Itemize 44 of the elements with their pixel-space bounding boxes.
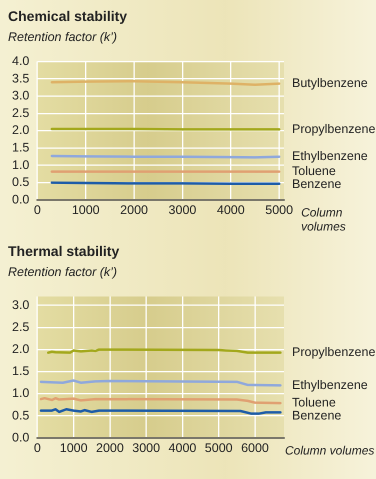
y-tick-label: 1.0 [12, 158, 30, 172]
y-tick-label: 1.0 [12, 386, 30, 400]
series-label: Butylbenzene [292, 76, 368, 90]
y-tick-label: 2.5 [12, 320, 30, 334]
x-tick-label: 4000 [168, 440, 196, 455]
y-axis-title: Retention factor (k’) [7, 29, 118, 46]
x-tick-label: 5000 [204, 440, 233, 455]
y-tick-label: 1.5 [12, 140, 30, 155]
x-tick-label: 2000 [96, 440, 124, 455]
x-tick-label: 4000 [216, 202, 245, 217]
y-tick-label: 0.5 [12, 175, 30, 190]
series-label: Benzene [292, 408, 342, 423]
x-tick-label: 1000 [60, 440, 88, 455]
x-tick-label: 3000 [132, 440, 160, 455]
x-tick-label: 0 [34, 440, 41, 455]
x-axis-title: Column volumes [301, 205, 346, 234]
x-axis-title: Column volumes [285, 443, 374, 458]
y-axis-title: Retention factor (k’) [7, 264, 118, 281]
y-tick-label: 1.5 [12, 364, 30, 378]
x-tick-label: 6000 [241, 440, 269, 455]
x-tick-label: 1000 [72, 202, 100, 217]
x-tick-label: 2000 [120, 202, 148, 217]
series-label: Benzene [292, 177, 342, 192]
series-label: Propylbenzene [292, 345, 376, 360]
chart-title: Chemical stability [7, 7, 128, 26]
y-tick-label: 2.0 [12, 342, 30, 356]
chart-title: Thermal stability [7, 242, 120, 261]
y-tick-label: 0.0 [12, 430, 30, 444]
series-label: Toluene [292, 164, 336, 178]
series-label: Toluene [292, 396, 336, 410]
y-tick-label: 2.0 [12, 123, 30, 138]
series-label: Ethylbenzene [292, 378, 368, 392]
series-label: Ethylbenzene [292, 149, 368, 164]
y-tick-label: 3.0 [12, 298, 30, 312]
x-tick-label: 5000 [265, 202, 294, 217]
x-tick-label: 3000 [168, 202, 196, 217]
y-tick-label: 0.5 [12, 408, 30, 422]
y-tick-label: 4.0 [12, 54, 30, 68]
y-tick-label: 0.0 [12, 192, 30, 206]
y-tick-label: 2.5 [12, 106, 30, 120]
y-tick-label: 3.5 [12, 71, 30, 86]
y-tick-label: 3.0 [12, 88, 30, 103]
series-label: Propylbenzene [292, 122, 376, 136]
x-tick-label: 0 [34, 202, 41, 217]
